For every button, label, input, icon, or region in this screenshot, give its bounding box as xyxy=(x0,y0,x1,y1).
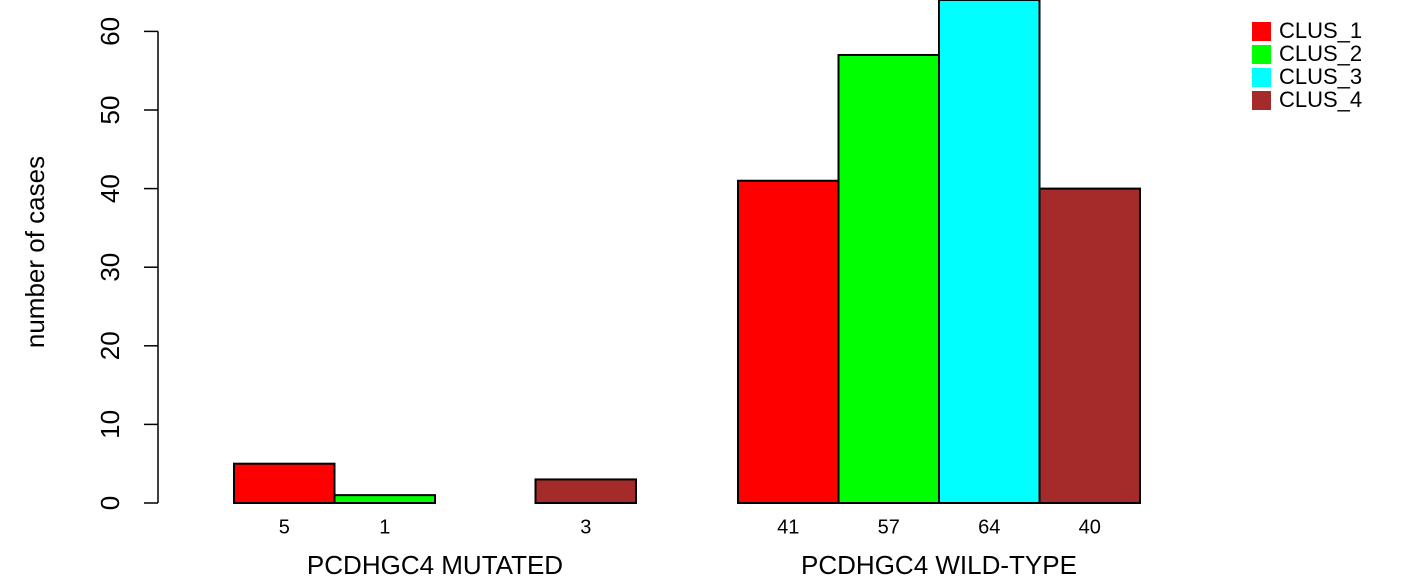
legend-swatch xyxy=(1252,68,1271,87)
bar-value-label: 40 xyxy=(1079,516,1101,538)
bar-clus-2 xyxy=(837,53,940,504)
group-label: PCDHGC4 WILD-TYPE xyxy=(801,550,1077,580)
y-tick-label: 0 xyxy=(95,496,125,510)
bar-clus-4 xyxy=(1038,187,1141,504)
legend-swatch xyxy=(1252,91,1271,110)
bar-clus-3 xyxy=(938,0,1041,505)
y-tick-label: 10 xyxy=(95,410,125,439)
bar-value-label: 1 xyxy=(379,516,390,538)
y-tick-label: 50 xyxy=(95,96,125,125)
value-labels: 5 1 3 41 57 64 40 xyxy=(279,516,1101,538)
bar-value-label: 3 xyxy=(580,516,591,538)
bars xyxy=(233,0,1141,505)
y-tick-label: 20 xyxy=(95,331,125,360)
group-labels: PCDHGC4 MUTATED PCDHGC4 WILD-TYPE xyxy=(307,550,1077,580)
y-axis-label: number of cases xyxy=(20,156,50,348)
legend-label: CLUS_2 xyxy=(1279,41,1362,66)
legend-label: CLUS_4 xyxy=(1279,87,1362,112)
legend-swatch xyxy=(1252,45,1271,64)
bar-clus-1 xyxy=(737,179,840,505)
bar-clus-2 xyxy=(333,494,436,505)
bar-clus-4 xyxy=(534,478,637,505)
y-axis: 0 10 20 30 40 50 60 xyxy=(95,17,159,510)
y-tick-label: 60 xyxy=(95,17,125,46)
legend-label: CLUS_3 xyxy=(1279,64,1362,89)
bar-value-label: 64 xyxy=(978,516,1000,538)
bar-value-label: 5 xyxy=(279,516,290,538)
legend-swatch xyxy=(1252,22,1271,41)
y-tick-label: 40 xyxy=(95,174,125,203)
bar-value-label: 57 xyxy=(878,516,900,538)
bar-clus-1 xyxy=(233,462,336,505)
bar-value-label: 41 xyxy=(777,516,799,538)
legend-label: CLUS_1 xyxy=(1279,18,1362,43)
group-label: PCDHGC4 MUTATED xyxy=(307,550,563,580)
y-tick-label: 30 xyxy=(95,253,125,282)
